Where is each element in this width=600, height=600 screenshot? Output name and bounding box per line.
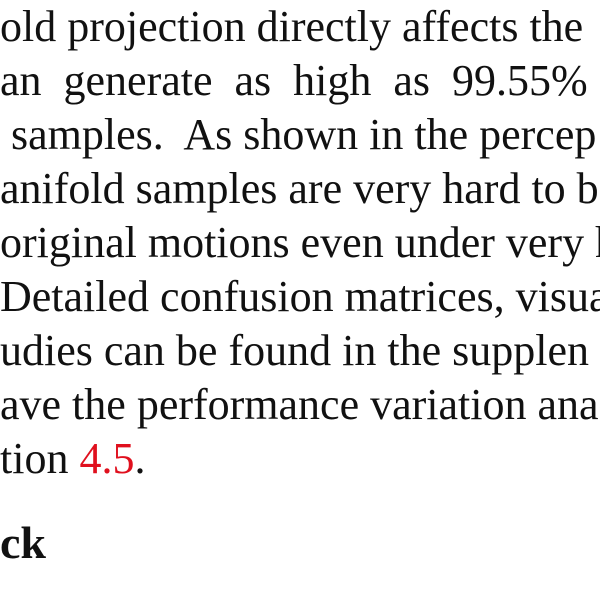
line-9-suffix: . <box>134 434 146 483</box>
paragraph-line-3: samples. As shown in the percep <box>0 110 597 159</box>
section-reference-link[interactable]: 4.5 <box>79 434 135 483</box>
paragraph-line-5: original motions even under very h <box>0 218 600 267</box>
line-9-prefix: tion <box>0 434 80 483</box>
paragraph-line-2: an generate as high as 99.55% <box>0 56 588 105</box>
paragraph-line-9: tion 4.5. <box>0 437 145 481</box>
paragraph-line-4: anifold samples are very hard to be <box>0 164 600 213</box>
paragraph-line-1: old projection directly affects the <box>0 2 584 51</box>
paragraph-line-6: Detailed confusion matrices, visua <box>0 272 600 321</box>
paragraph-line-8: ave the performance variation ana <box>0 380 599 429</box>
paragraph-line-7: udies can be found in the supplen <box>0 326 589 375</box>
section-heading: ck <box>0 517 46 568</box>
